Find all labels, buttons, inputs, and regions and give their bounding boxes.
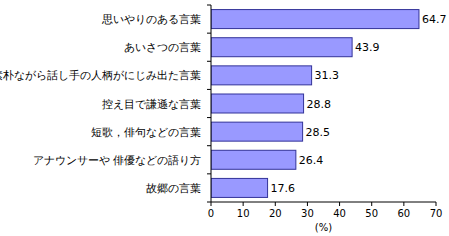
bar <box>211 66 312 85</box>
chart: 64.7 思いやりのある言葉 43.9 あいさつの言葉 31.3 素朴ながら話し手の人柄が… <box>0 0 449 236</box>
x-tick <box>275 202 276 206</box>
y-axis-line <box>211 5 212 202</box>
x-tick <box>339 202 340 206</box>
x-tick-label: 30 <box>301 208 314 219</box>
category-tick <box>207 117 211 118</box>
data-label: 43.9 <box>355 41 380 54</box>
x-axis-label: (%) <box>315 222 332 233</box>
category-label: あいさつの言葉 <box>124 41 201 53</box>
category-tick <box>207 5 211 6</box>
bar <box>211 10 419 29</box>
x-tick <box>403 202 404 206</box>
category-label: 短歌，俳句などの言葉 <box>91 126 201 138</box>
x-tick <box>243 202 244 206</box>
category-tick <box>207 61 211 62</box>
category-label: 思いやりのある言葉 <box>101 13 201 25</box>
category-label: 素朴ながら話し手の人柄がにじみ出た言葉 <box>0 69 201 81</box>
x-tick-label: 60 <box>397 208 410 219</box>
x-tick <box>307 202 308 206</box>
data-label: 28.5 <box>306 126 331 139</box>
x-tick-label: 10 <box>237 208 250 219</box>
x-axis-line <box>211 202 436 203</box>
x-tick <box>211 202 212 206</box>
category-tick <box>207 173 211 174</box>
bar <box>211 94 304 113</box>
x-tick-label: 50 <box>365 208 378 219</box>
data-label: 26.4 <box>299 154 324 167</box>
data-label: 31.3 <box>315 69 340 82</box>
bars <box>211 10 419 198</box>
category-label: 故郷の言葉 <box>146 182 201 194</box>
x-tick-label: 0 <box>208 208 214 219</box>
bar <box>211 178 268 197</box>
data-label: 64.7 <box>422 13 447 26</box>
bar <box>211 150 296 169</box>
bar <box>211 38 352 57</box>
category-label: アナウンサーや 俳優などの語り方 <box>33 154 201 166</box>
x-tick <box>436 202 437 206</box>
category-tick <box>207 89 211 90</box>
category-tick <box>207 145 211 146</box>
category-tick <box>207 33 211 34</box>
x-tick <box>371 202 372 206</box>
x-tick-label: 20 <box>269 208 282 219</box>
x-tick-label: 70 <box>430 208 443 219</box>
data-label: 28.8 <box>307 98 332 111</box>
x-tick-label: 40 <box>333 208 346 219</box>
category-label: 控え目で謙遜な言葉 <box>102 98 201 110</box>
bar <box>211 122 303 141</box>
data-label: 17.6 <box>271 182 296 195</box>
category-tick <box>207 202 211 203</box>
